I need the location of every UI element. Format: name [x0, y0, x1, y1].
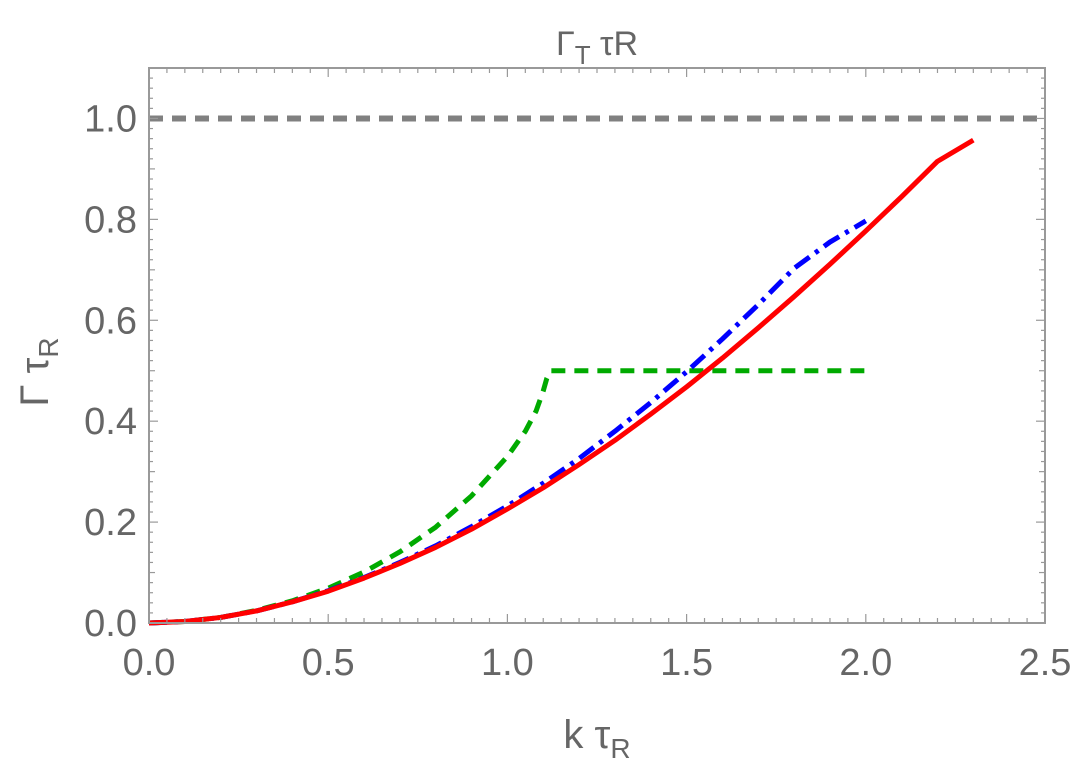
plot-frame — [148, 67, 1046, 624]
x-tick-label: 1.5 — [660, 642, 713, 684]
series-line-0 — [148, 137, 975, 626]
x-tick-label: 1.0 — [481, 642, 534, 684]
y-tick-label: 0.0 — [84, 603, 137, 645]
series-line-2 — [148, 368, 866, 626]
y-axis-title-main: Γ τ — [13, 357, 57, 406]
y-tick-label: 0.2 — [84, 502, 137, 544]
y-tick-label: 0.6 — [84, 300, 137, 342]
chart-title: ΓT τR — [556, 25, 638, 70]
title-main: Γ — [556, 25, 575, 63]
y-axis-title-subscript: R — [33, 337, 64, 357]
x-tick-labels: 0.0 0.5 1.0 1.5 2.0 2.5 — [123, 642, 1072, 684]
y-tick-label: 0.4 — [84, 401, 137, 443]
series-layer — [148, 115, 1045, 626]
series-line-1 — [148, 218, 868, 626]
x-tick-label: 2.5 — [1019, 642, 1072, 684]
x-tick-label: 2.0 — [839, 642, 892, 684]
y-tick-label: 0.8 — [84, 199, 137, 241]
ticks-layer — [148, 67, 1046, 624]
title-subscript: T — [575, 40, 591, 70]
x-axis-title-main: k τ — [563, 713, 610, 757]
x-axis-title: k τR — [563, 713, 630, 762]
x-tick-label: 0.5 — [302, 642, 355, 684]
x-tick-label: 0.0 — [123, 642, 176, 684]
x-axis-title-subscript: R — [610, 733, 630, 762]
title-rest: τR — [591, 25, 638, 63]
y-tick-label: 1.0 — [84, 98, 137, 140]
y-tick-labels: 0.0 0.2 0.4 0.6 0.8 1.0 — [84, 98, 137, 645]
y-axis-title: Γ τR — [13, 337, 64, 406]
